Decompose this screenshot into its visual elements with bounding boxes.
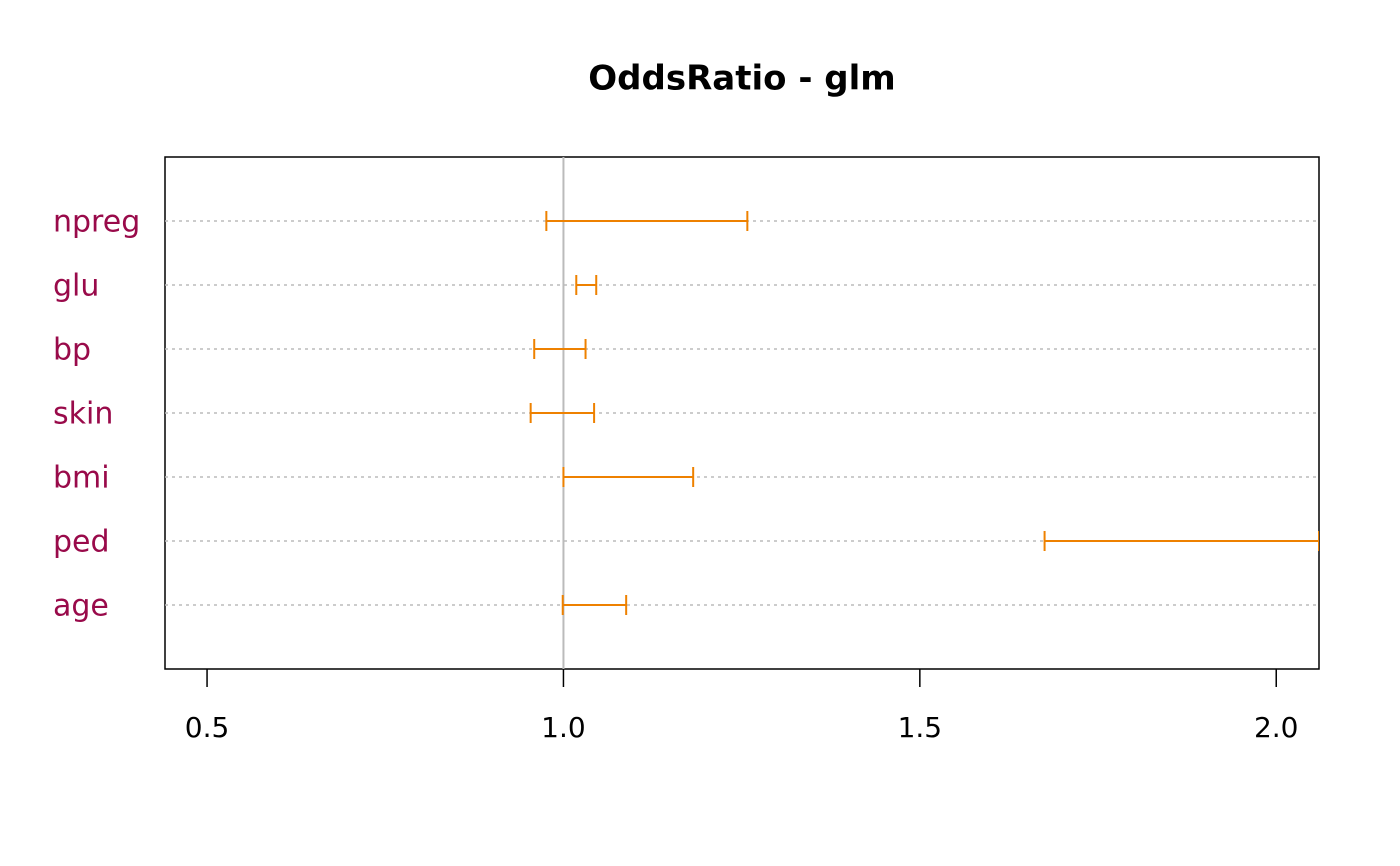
y-category-label: age (53, 589, 109, 624)
chart-title: OddsRatio - glm (588, 59, 895, 99)
y-category-label: glu (53, 269, 99, 304)
x-tick-label: 2.0 (1254, 711, 1299, 744)
x-tick-label: 1.0 (541, 711, 586, 744)
y-category-label: npreg (53, 205, 140, 240)
y-category-label: bmi (53, 461, 110, 496)
y-category-label: skin (53, 397, 113, 432)
x-tick-label: 0.5 (185, 711, 230, 744)
x-tick-label: 1.5 (898, 711, 943, 744)
y-category-label: bp (53, 333, 91, 368)
plot-area (165, 157, 1319, 669)
y-category-label: ped (53, 525, 110, 560)
